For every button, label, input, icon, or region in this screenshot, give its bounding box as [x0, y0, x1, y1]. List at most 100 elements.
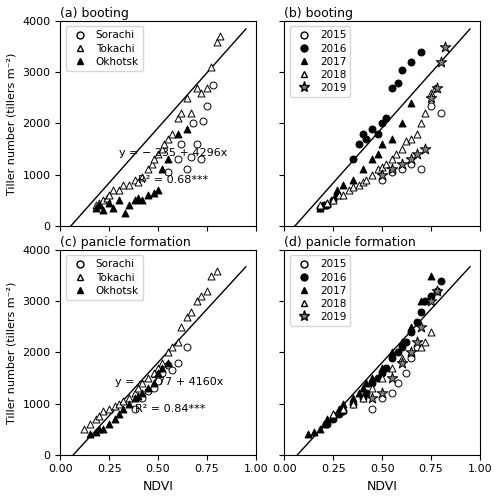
Point — [359, 178, 367, 186]
Point — [304, 430, 312, 438]
Point — [138, 173, 146, 181]
Point — [207, 272, 215, 280]
Point — [125, 400, 133, 407]
Point — [402, 138, 410, 145]
Point — [193, 84, 201, 92]
Point — [374, 130, 382, 138]
Point — [362, 379, 370, 387]
Point — [138, 196, 146, 204]
Point — [437, 109, 445, 117]
Point — [315, 204, 323, 212]
Point — [134, 178, 142, 186]
Point — [433, 287, 441, 295]
Point — [382, 364, 390, 372]
Point — [197, 292, 205, 300]
Point — [319, 420, 327, 428]
Point — [355, 181, 363, 189]
Point — [213, 266, 221, 274]
Text: R² = 0.68***: R² = 0.68*** — [138, 174, 209, 184]
Point — [119, 397, 127, 405]
Point — [203, 287, 211, 295]
Point — [339, 400, 347, 407]
Point — [382, 114, 390, 122]
Text: (b) booting: (b) booting — [284, 7, 353, 20]
Point — [150, 384, 158, 392]
Point — [183, 344, 191, 351]
Point — [115, 196, 123, 204]
Point — [417, 323, 425, 331]
Text: R² = 0.84***: R² = 0.84*** — [135, 404, 205, 413]
Legend: Sorachi, Tokachi, Okhotsk: Sorachi, Tokachi, Okhotsk — [65, 256, 143, 300]
Point — [441, 42, 449, 50]
Point — [91, 428, 99, 436]
Point — [417, 298, 425, 306]
Legend: Sorachi, Tokachi, Okhotsk: Sorachi, Tokachi, Okhotsk — [65, 26, 143, 71]
Point — [199, 117, 207, 125]
Point — [335, 191, 343, 199]
Point — [368, 170, 376, 178]
Point — [339, 408, 347, 416]
Point — [158, 145, 166, 153]
Point — [95, 202, 103, 209]
Point — [407, 156, 415, 164]
Point — [164, 348, 172, 356]
Point — [413, 130, 421, 138]
Point — [388, 374, 396, 382]
Point — [359, 394, 367, 402]
Point — [417, 120, 425, 128]
Point — [382, 160, 390, 168]
Point — [319, 202, 327, 209]
Point — [359, 130, 367, 138]
Point — [91, 204, 99, 212]
Point — [388, 348, 396, 356]
Point — [187, 308, 195, 316]
Point — [154, 150, 162, 158]
Point — [388, 84, 396, 92]
Point — [368, 374, 376, 382]
Point — [115, 186, 123, 194]
Point — [362, 135, 370, 143]
Point — [427, 272, 435, 280]
Point — [105, 199, 113, 207]
Point — [427, 102, 435, 110]
Point — [134, 194, 142, 202]
Point — [388, 168, 396, 176]
Point — [329, 196, 337, 204]
Point — [378, 390, 386, 398]
Point — [154, 369, 162, 377]
Point — [158, 364, 166, 372]
Point — [315, 204, 323, 212]
Point — [362, 390, 370, 398]
Point — [378, 374, 386, 382]
Point — [105, 191, 113, 199]
Text: (a) booting: (a) booting — [60, 7, 129, 20]
Point — [154, 186, 162, 194]
Point — [323, 199, 331, 207]
Point — [144, 191, 152, 199]
Point — [323, 199, 331, 207]
Point — [154, 376, 162, 384]
Point — [174, 338, 182, 346]
Point — [164, 135, 172, 143]
Text: (d) panicle formation: (d) panicle formation — [284, 236, 416, 249]
Point — [417, 166, 425, 173]
Point — [158, 166, 166, 173]
Point — [174, 156, 182, 164]
Point — [164, 361, 172, 369]
Point — [407, 348, 415, 356]
Point — [402, 338, 410, 346]
Point — [394, 348, 402, 356]
Point — [388, 364, 396, 372]
Point — [398, 358, 406, 366]
Point — [368, 124, 376, 132]
Point — [421, 109, 429, 117]
Point — [207, 63, 215, 71]
Point — [417, 48, 425, 56]
Point — [427, 298, 435, 306]
Point — [378, 176, 386, 184]
Point — [378, 369, 386, 377]
Point — [197, 88, 205, 96]
Point — [213, 38, 221, 46]
Point — [374, 166, 382, 173]
Point — [323, 420, 331, 428]
